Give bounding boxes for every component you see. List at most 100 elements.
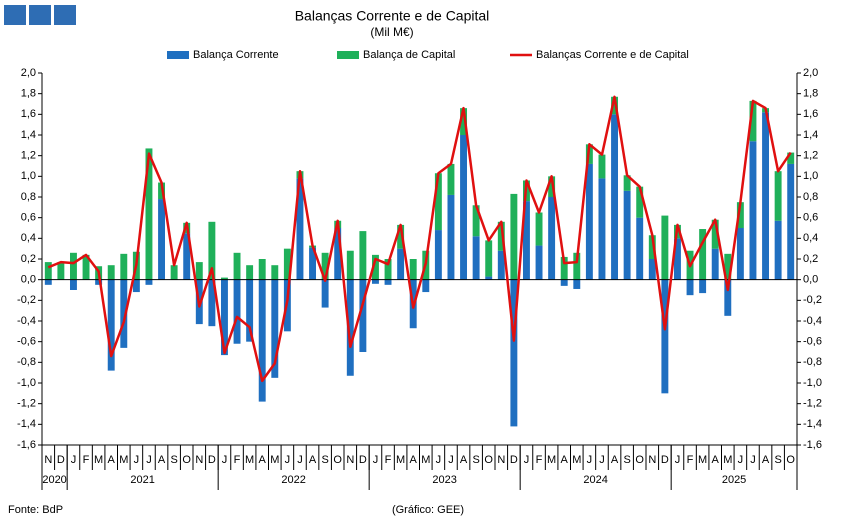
y-tick-label: 2,0 [21, 67, 36, 79]
y-tick-label: -1,2 [17, 398, 36, 410]
bar [560, 279, 568, 286]
x-tick-label: J [599, 454, 605, 466]
bar [309, 247, 317, 280]
bar [573, 279, 581, 289]
bar [258, 279, 266, 402]
x-tick-label: O [333, 454, 342, 466]
x-tick-label: M [396, 454, 405, 466]
bar [636, 186, 644, 218]
y2-tick-label: 1,2 [803, 150, 818, 162]
bar [371, 254, 379, 280]
bar [384, 279, 392, 285]
bar [145, 279, 153, 285]
bar [522, 201, 530, 280]
x-tick-label: F [536, 454, 543, 466]
x-tick-label: M [94, 454, 103, 466]
x-tick-label: O [786, 454, 795, 466]
bar [611, 114, 619, 280]
x-tick-label: F [83, 454, 90, 466]
bar [711, 219, 719, 249]
bar [195, 262, 203, 280]
bar [497, 221, 505, 251]
bar [233, 252, 241, 280]
bar [321, 252, 329, 280]
x-tick-label: M [421, 454, 430, 466]
bar [774, 171, 782, 221]
y2-tick-label: -1,0 [803, 377, 822, 389]
bar [107, 265, 115, 280]
year-label: 2023 [432, 474, 456, 486]
x-tick-label: J [448, 454, 454, 466]
x-tick-label: J [750, 454, 756, 466]
y2-tick-label: 0,8 [803, 191, 818, 203]
bar [82, 254, 90, 280]
x-tick-label: N [44, 454, 52, 466]
bar [560, 256, 568, 280]
bar [246, 265, 254, 280]
y2-tick-label: 0,0 [803, 274, 818, 286]
y2-tick-label: -1,4 [803, 418, 822, 430]
x-tick-label: J [71, 454, 77, 466]
chart-title: Balanças Corrente e de Capital [295, 8, 490, 24]
bar [95, 279, 103, 285]
bar [447, 163, 455, 195]
year-label: 2025 [722, 474, 746, 486]
bar [485, 276, 493, 280]
x-tick-label: J [587, 454, 593, 466]
x-tick-label: N [497, 454, 505, 466]
bar [183, 233, 191, 280]
y2-tick-label: 0,2 [803, 253, 818, 265]
bar [447, 194, 455, 280]
y-tick-label: -1,0 [17, 377, 36, 389]
x-tick-label: A [611, 454, 619, 466]
bar [145, 148, 153, 280]
x-tick-label: A [158, 454, 166, 466]
bar [762, 112, 770, 280]
bar [724, 279, 732, 316]
bar [359, 231, 367, 280]
bar [548, 197, 556, 280]
bar [749, 141, 757, 280]
bar [233, 279, 241, 344]
source: Fonte: BdP [8, 504, 63, 516]
bar [220, 277, 228, 280]
bar [170, 265, 178, 280]
bar [44, 279, 52, 285]
bar [497, 250, 505, 280]
bar [573, 252, 581, 280]
x-tick-label: D [359, 454, 367, 466]
bar [258, 259, 266, 280]
y2-tick-label: -0,2 [803, 294, 822, 306]
bar [623, 190, 631, 280]
legend-label: Balança de Capital [363, 49, 455, 61]
x-tick-label: M [698, 454, 707, 466]
bar [220, 279, 228, 356]
bar [535, 245, 543, 280]
year-label: 2021 [130, 474, 154, 486]
bar [749, 100, 757, 142]
bar [208, 221, 216, 280]
legend-swatch [337, 51, 359, 59]
legend-label: Balança Corrente [193, 49, 279, 61]
y2-tick-label: 1,4 [803, 129, 818, 141]
y2-tick-label: -0,4 [803, 315, 822, 327]
bar [510, 279, 518, 427]
bar [434, 173, 442, 231]
bar [384, 259, 392, 280]
x-tick-label: A [410, 454, 418, 466]
y-tick-label: 1,2 [21, 150, 36, 162]
bar [271, 279, 279, 378]
y-tick-label: 0,6 [21, 212, 36, 224]
bar [636, 217, 644, 280]
bar [409, 259, 417, 280]
bar [548, 176, 556, 197]
bar [359, 279, 367, 352]
x-tick-label: O [635, 454, 644, 466]
year-label: 2024 [583, 474, 607, 486]
x-tick-label: S [321, 454, 328, 466]
x-tick-label: J [134, 454, 140, 466]
bar [699, 229, 707, 280]
bar [120, 253, 128, 280]
x-tick-label: J [738, 454, 744, 466]
